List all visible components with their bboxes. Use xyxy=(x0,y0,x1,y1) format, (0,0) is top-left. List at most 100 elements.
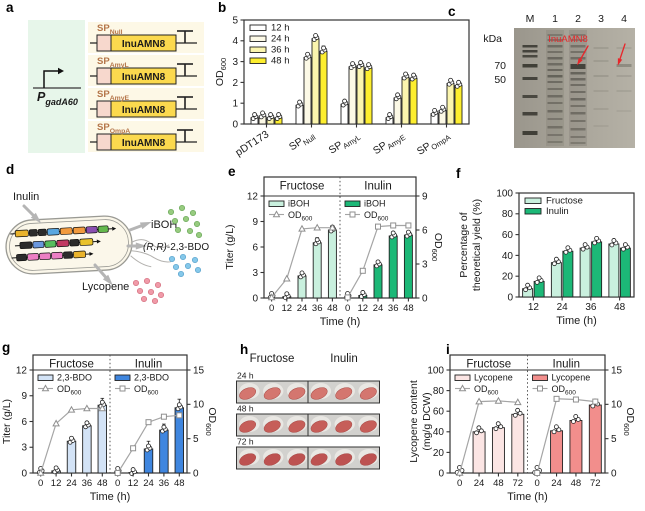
od-marker xyxy=(537,385,543,392)
bar-i-0-3 xyxy=(511,413,525,474)
od-marker xyxy=(390,222,397,229)
cell-pellet xyxy=(335,420,353,433)
y-axis-label: theoretical yield (%) xyxy=(471,199,483,291)
od-marker xyxy=(298,224,306,232)
data-point xyxy=(575,417,581,422)
y2-axis-label: OD600 xyxy=(430,233,444,261)
gene-cassette xyxy=(79,238,94,246)
product-dot xyxy=(186,227,194,235)
bar-b-3-1 xyxy=(319,50,328,125)
gel-band xyxy=(547,69,563,71)
legend-label: OD600 xyxy=(364,210,389,223)
data-point xyxy=(314,237,320,243)
panel-h: h Fructose Inulin 24 h 48 h 72 h xyxy=(233,340,410,511)
gene-cassette xyxy=(16,253,28,262)
panel-b-letter: b xyxy=(218,0,227,15)
legend-swatch xyxy=(524,197,542,204)
sp-label: SPNull xyxy=(97,23,123,36)
cell-pellet xyxy=(263,387,281,400)
od-marker xyxy=(114,470,121,476)
bar-e-1-4 xyxy=(403,234,413,299)
legend-label: iBOH xyxy=(364,198,386,208)
x-tick: 12 xyxy=(528,302,540,313)
y-tick: 4 xyxy=(232,36,238,47)
x-tick: 24 xyxy=(474,478,485,489)
bar-e-1-2 xyxy=(373,264,383,299)
gel-band xyxy=(547,51,563,53)
cell-pellet xyxy=(335,453,353,466)
bar-g-1-3 xyxy=(159,429,169,474)
od-marker xyxy=(119,385,126,392)
y-axis-label: OD600 xyxy=(214,58,228,86)
data-point xyxy=(440,104,446,110)
data-point xyxy=(556,427,562,433)
data-point xyxy=(512,412,518,418)
bar-g-0-2 xyxy=(66,440,77,474)
panel-d: d Inulin iBOH (R,R)-2,3-BDO Lycopene xyxy=(0,162,210,340)
sp-label: SPOmpA xyxy=(97,122,130,135)
x-tick: 12 xyxy=(282,303,293,314)
data-point xyxy=(358,60,364,65)
x-axis-label: Time (h) xyxy=(507,491,548,503)
data-point xyxy=(260,110,265,116)
data-point xyxy=(534,280,540,285)
data-point xyxy=(432,108,438,113)
gel-band xyxy=(570,98,586,101)
x-tick: 0 xyxy=(269,303,274,314)
product-dot xyxy=(194,266,202,274)
legend-swatch xyxy=(114,374,131,381)
y2-tick: 6 xyxy=(422,225,428,236)
gene-box xyxy=(110,100,177,118)
y2-tick: 15 xyxy=(611,365,623,376)
panel-a: a PgadA60 InuAMN8 SPNull InuAMN8 SPAmyL InuAM… xyxy=(0,0,215,164)
gel-band xyxy=(570,51,586,53)
panel-c-svg: M 1 2 3 4 kDa 70 50 InuAMN8 xyxy=(483,13,635,148)
product-dot xyxy=(157,291,165,299)
cell-pellet xyxy=(359,420,377,433)
od-marker xyxy=(328,223,337,231)
legend-label: Lycopene xyxy=(552,372,591,382)
y-axis-label: Percentage of xyxy=(458,212,470,277)
facet-header: Fructose xyxy=(280,181,325,193)
gel-band xyxy=(593,90,609,92)
panel-c-letter: c xyxy=(448,4,456,19)
gel-band xyxy=(547,39,563,41)
substrate-label: Inulin xyxy=(13,191,39,203)
sp-label: SPAmyL xyxy=(97,56,129,69)
data-point xyxy=(176,402,182,408)
od-marker xyxy=(160,413,167,420)
od-line-i-1 xyxy=(536,398,596,474)
product-dot xyxy=(151,297,159,305)
lane-label: 1 xyxy=(552,13,558,25)
data-point xyxy=(360,290,366,295)
legend-swatch xyxy=(532,374,548,381)
legend-swatch xyxy=(268,200,285,207)
od-marker xyxy=(282,274,291,282)
panel-h-letter: h xyxy=(240,342,249,357)
data-point xyxy=(474,430,479,436)
gene-box xyxy=(110,34,177,52)
cell-pellet xyxy=(288,420,306,433)
od-marker xyxy=(130,445,137,452)
gel-band xyxy=(616,75,632,77)
y-tick: 3 xyxy=(232,57,238,68)
gel-band xyxy=(522,77,538,80)
gel-band xyxy=(547,45,563,48)
y2-tick: 9 xyxy=(422,191,428,202)
x-tick: 48 xyxy=(174,478,185,489)
flagellum xyxy=(130,239,170,249)
sp-box xyxy=(96,133,112,151)
gel-band xyxy=(547,95,563,98)
legend-swatch xyxy=(37,374,54,381)
product-dot xyxy=(140,295,148,303)
panel-f-letter: f xyxy=(456,166,461,181)
y-tick: 0 xyxy=(252,293,258,304)
od-marker xyxy=(475,397,483,405)
gel-band xyxy=(547,141,563,143)
cell-pellet xyxy=(239,387,257,400)
cell-pellet xyxy=(310,420,328,433)
legend-label: OD600 xyxy=(288,210,313,223)
legend-label: Fructose xyxy=(546,196,583,207)
od-marker xyxy=(67,405,76,413)
data-point xyxy=(594,235,600,241)
